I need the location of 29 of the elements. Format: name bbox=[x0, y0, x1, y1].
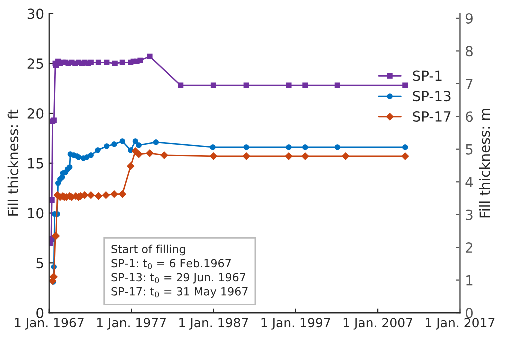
x-tick-label: 1 Jan. 1987 bbox=[180, 318, 248, 330]
y2-tick-label: 8 bbox=[466, 46, 473, 57]
x-tick-label: 1 Jan. 1967 bbox=[15, 318, 84, 330]
y2-tick-label: 7 bbox=[466, 79, 473, 90]
y-tick-label: 5 bbox=[36, 258, 44, 269]
x-tick-label: 1 Jan. 1997 bbox=[262, 318, 330, 330]
y2-axis-title: Fill thickness: m bbox=[479, 108, 490, 218]
y-tick-label: 25 bbox=[28, 58, 44, 70]
legend-label: SP-17 bbox=[413, 111, 451, 122]
y-tick-label: 0 bbox=[36, 308, 44, 319]
legend-label: SP-13 bbox=[413, 91, 451, 102]
y-tick-label: 10 bbox=[28, 208, 44, 219]
y2-tick-label: 4 bbox=[466, 177, 474, 188]
y2-tick-label: 6 bbox=[466, 112, 474, 122]
x-tick-label: 1 Jan. 2007 bbox=[344, 318, 412, 330]
x-tick-label: 1 Jan. 1977 bbox=[97, 318, 166, 330]
y-tick-label: 20 bbox=[28, 108, 44, 119]
y-tick-label: 15 bbox=[28, 158, 44, 169]
y2-tick-label: 3 bbox=[466, 210, 473, 220]
y2-tick-label: 9 bbox=[466, 13, 473, 24]
x-tick-label: 1 Jan. 2017 bbox=[426, 318, 495, 330]
y2-tick-label: 1 bbox=[466, 275, 473, 286]
text: Start of filling SP-1: t$_{0}$ = 6 Feb.1967 SP-13: t$_{0}$ = 29 Jun. 1967 SP-17: t$_{0}$ = 31 May 1967 bbox=[112, 244, 248, 298]
y2-tick-label: 2 bbox=[466, 242, 473, 253]
legend-label: SP-1 bbox=[413, 70, 442, 82]
y2-tick-label: 0 bbox=[466, 308, 473, 319]
y-axis-title: Fill thickness: ft bbox=[8, 110, 19, 216]
y-tick-label: 30 bbox=[28, 8, 44, 20]
y2-tick-label: 5 bbox=[466, 144, 473, 155]
